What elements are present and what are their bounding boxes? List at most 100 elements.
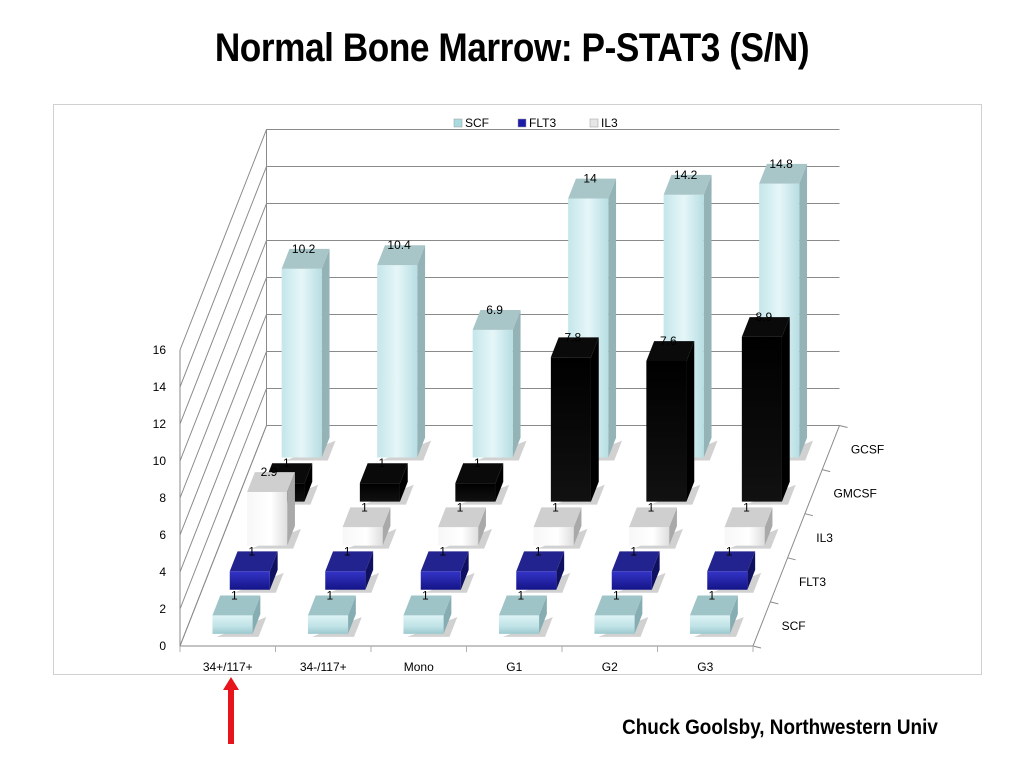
bar-top — [359, 463, 408, 484]
bar-shadow — [329, 572, 380, 593]
bar-front — [594, 615, 635, 634]
depth-tick — [752, 645, 762, 649]
data-label: 1 — [552, 500, 559, 514]
y-tick-label: 16 — [153, 343, 167, 357]
bar-top — [646, 341, 695, 361]
bar-front — [455, 483, 496, 502]
bar-front — [550, 357, 591, 502]
bar-side — [703, 174, 712, 458]
bar-front — [516, 571, 557, 590]
data-label: 1 — [630, 544, 637, 558]
data-label: 1 — [439, 544, 446, 558]
data-label: 1 — [709, 588, 716, 602]
legend-label: FLT3 — [529, 116, 556, 130]
bar-top — [568, 178, 617, 199]
bar-gmcsf: 8.9 — [741, 310, 796, 505]
bar-side — [799, 163, 808, 458]
bar-side — [590, 337, 599, 502]
bar-gmcsf: 1 — [455, 456, 510, 505]
data-label: 1 — [648, 500, 655, 514]
bar-side — [651, 551, 660, 590]
data-label: 1 — [535, 544, 542, 558]
data-label: 1 — [518, 588, 525, 602]
bar-flt3: 1 — [229, 544, 284, 593]
bar-top — [759, 163, 808, 184]
bar-top — [342, 507, 391, 528]
x-tick-label: G2 — [602, 660, 618, 674]
data-label: 1 — [344, 544, 351, 558]
bar-il3: 1 — [724, 500, 779, 549]
bar-top — [472, 309, 521, 330]
bar-top — [724, 507, 773, 528]
bar-front — [438, 527, 479, 546]
bar-top — [533, 507, 582, 528]
author-credit: Chuck Goolsby, Northwestern Univ — [622, 716, 938, 739]
bar-side — [365, 551, 374, 590]
data-label: 2.9 — [261, 465, 278, 479]
bar-side — [608, 178, 617, 458]
data-label: 8.9 — [755, 310, 772, 324]
bar-front — [325, 571, 366, 590]
bar-front — [359, 483, 400, 502]
bar-front — [281, 268, 322, 458]
bar-scf: 1 — [403, 588, 458, 637]
bar-scf: 1 — [498, 588, 553, 637]
bar-side — [512, 309, 521, 458]
bar-top — [325, 551, 374, 572]
bar-side — [252, 595, 261, 634]
x-tick-label: 34-/117+ — [300, 660, 347, 674]
bar-flt3: 1 — [611, 544, 666, 593]
bar-side — [399, 463, 408, 502]
depth-tick-label: GCSF — [851, 443, 884, 457]
y-tick-label: 2 — [159, 602, 166, 616]
depth-tick — [822, 469, 831, 473]
slide-title: Normal Bone Marrow: P-STAT3 (S/N) — [214, 26, 810, 70]
bar-side — [460, 551, 469, 590]
bar-top — [663, 174, 712, 195]
data-label: 1 — [327, 588, 334, 602]
bar-side — [304, 463, 313, 502]
bar-scf: 1 — [594, 588, 649, 637]
bar-side — [382, 507, 391, 546]
bar-gcsf: 10.4 — [377, 238, 432, 461]
bar-gcsf: 6.9 — [472, 303, 527, 461]
bar-il3: 1 — [438, 500, 492, 549]
bar-il3: 1 — [342, 500, 397, 549]
bar-top — [438, 507, 486, 528]
bar-side — [634, 595, 643, 634]
x-tick-label: 34+/117+ — [203, 660, 253, 674]
bar-front — [646, 360, 687, 502]
chart-frame: 10.2 10.4 6.9 14 14.2 14.8 1 1 1 7.8 7.6 8.9 2.9 1 1 1 1… — [53, 104, 982, 675]
bar-side — [321, 248, 330, 458]
bar-front — [229, 571, 270, 590]
bar-front — [472, 329, 513, 458]
depth-tick — [787, 557, 796, 561]
data-label: 1 — [474, 456, 481, 470]
bar-front — [307, 615, 349, 634]
bar-side — [495, 463, 504, 502]
bar-shadow — [711, 572, 762, 593]
data-label: 7.8 — [564, 330, 581, 344]
depth-tick — [770, 601, 779, 605]
y-tick-label: 6 — [159, 528, 166, 542]
data-label: 1 — [283, 456, 290, 470]
bar-front — [403, 615, 444, 634]
depth-tick-label: IL3 — [816, 531, 833, 545]
bar-flt3: 1 — [707, 544, 762, 593]
bar-side — [478, 507, 486, 546]
bar-il3: 2.9 — [247, 465, 301, 549]
legend-swatch — [453, 118, 463, 128]
bar-top — [229, 551, 278, 572]
data-label: 1 — [726, 544, 733, 558]
bar-top — [611, 551, 660, 572]
bar-top — [377, 245, 426, 266]
data-label: 6.9 — [486, 303, 503, 317]
bar-front — [741, 336, 782, 502]
y-tick-label: 4 — [159, 565, 166, 579]
bar-side — [348, 595, 356, 634]
y-tick-label: 14 — [153, 380, 167, 394]
bar-side — [443, 595, 452, 634]
bar-shadow — [424, 572, 475, 593]
bar-side — [764, 507, 773, 546]
bar-side — [730, 595, 738, 634]
